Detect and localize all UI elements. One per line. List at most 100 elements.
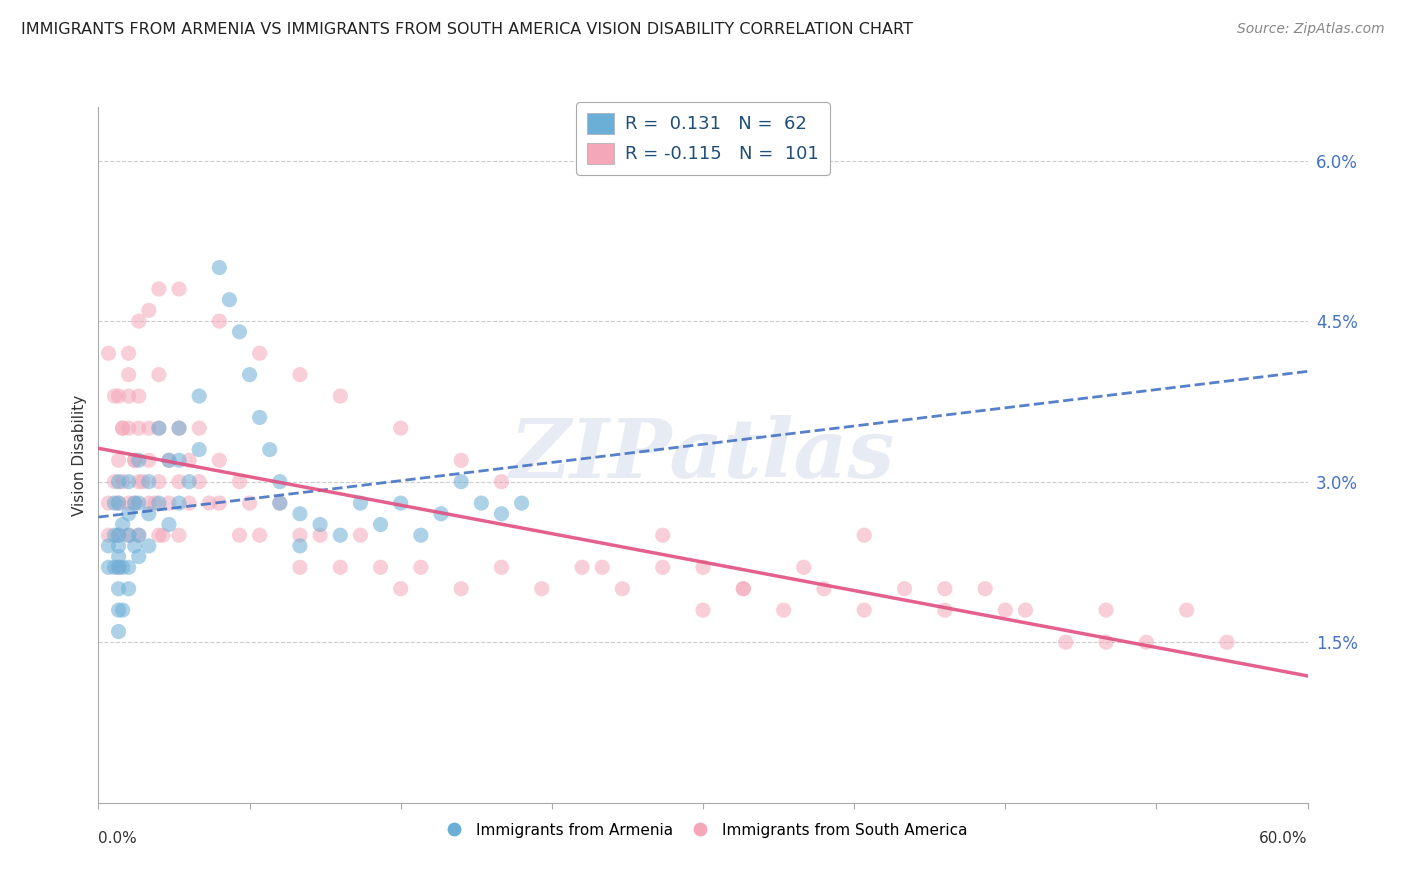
Point (208, 453, 231, 467)
Point (772, 603, 794, 617)
Point (124, 539, 146, 553)
Point (128, 528, 150, 542)
Point (148, 528, 170, 542)
Point (389, 496, 412, 510)
Point (733, 582, 755, 596)
Point (152, 528, 174, 542)
Point (111, 421, 134, 435)
Point (530, 582, 553, 596)
Point (1135, 635, 1157, 649)
Point (239, 496, 262, 510)
Point (288, 539, 311, 553)
Point (1216, 635, 1239, 649)
Point (107, 624, 129, 639)
Point (118, 507, 141, 521)
Point (107, 389, 129, 403)
Point (591, 560, 613, 574)
Point (309, 528, 332, 542)
Point (994, 603, 1017, 617)
Point (288, 528, 311, 542)
Point (651, 560, 673, 574)
Point (97, 496, 120, 510)
Point (128, 475, 150, 489)
Point (491, 560, 513, 574)
Point (138, 496, 160, 510)
Point (111, 560, 134, 574)
Point (651, 528, 673, 542)
Point (128, 528, 150, 542)
Point (934, 582, 956, 596)
Point (1175, 603, 1198, 617)
Point (138, 303, 160, 318)
Point (107, 528, 129, 542)
Point (118, 560, 141, 574)
Point (118, 582, 141, 596)
Point (167, 282, 190, 296)
Point (107, 475, 129, 489)
Point (111, 475, 134, 489)
Point (733, 582, 755, 596)
Point (143, 496, 166, 510)
Point (157, 517, 180, 532)
Point (128, 314, 150, 328)
Point (128, 389, 150, 403)
Point (259, 442, 281, 457)
Point (1095, 635, 1118, 649)
Point (188, 475, 211, 489)
Legend: Immigrants from Armenia, Immigrants from South America: Immigrants from Armenia, Immigrants from… (433, 817, 973, 844)
Point (491, 475, 513, 489)
Point (148, 421, 170, 435)
Point (118, 368, 141, 382)
Point (188, 442, 211, 457)
Point (167, 453, 190, 467)
Point (107, 582, 129, 596)
Point (228, 325, 250, 339)
Point (107, 560, 129, 574)
Point (97, 528, 120, 542)
Point (188, 421, 211, 435)
Point (157, 453, 180, 467)
Point (111, 421, 134, 435)
Point (128, 453, 150, 467)
Point (389, 421, 412, 435)
Y-axis label: Vision Disability: Vision Disability (72, 394, 87, 516)
Point (218, 293, 240, 307)
Point (853, 528, 876, 542)
Point (692, 560, 714, 574)
Text: ZIPatlas: ZIPatlas (510, 415, 896, 495)
Point (239, 368, 262, 382)
Point (470, 496, 492, 510)
Point (167, 421, 190, 435)
Point (132, 475, 155, 489)
Point (450, 475, 472, 489)
Point (893, 582, 915, 596)
Point (179, 453, 201, 467)
Point (138, 539, 160, 553)
Point (491, 507, 513, 521)
Point (118, 475, 141, 489)
Point (249, 346, 271, 360)
Point (370, 517, 392, 532)
Point (128, 496, 150, 510)
Text: 60.0%: 60.0% (1260, 830, 1308, 846)
Point (329, 389, 352, 403)
Point (128, 549, 150, 564)
Point (198, 496, 221, 510)
Point (309, 517, 332, 532)
Point (208, 314, 231, 328)
Point (124, 496, 146, 510)
Point (138, 421, 160, 435)
Point (97, 346, 120, 360)
Text: 0.0%: 0.0% (98, 830, 138, 846)
Point (157, 453, 180, 467)
Text: IMMIGRANTS FROM ARMENIA VS IMMIGRANTS FROM SOUTH AMERICA VISION DISABILITY CORRE: IMMIGRANTS FROM ARMENIA VS IMMIGRANTS FR… (21, 22, 912, 37)
Point (974, 582, 997, 596)
Point (148, 475, 170, 489)
Point (167, 496, 190, 510)
Point (288, 507, 311, 521)
Point (793, 560, 815, 574)
Point (409, 560, 432, 574)
Point (288, 368, 311, 382)
Point (103, 560, 125, 574)
Point (349, 528, 371, 542)
